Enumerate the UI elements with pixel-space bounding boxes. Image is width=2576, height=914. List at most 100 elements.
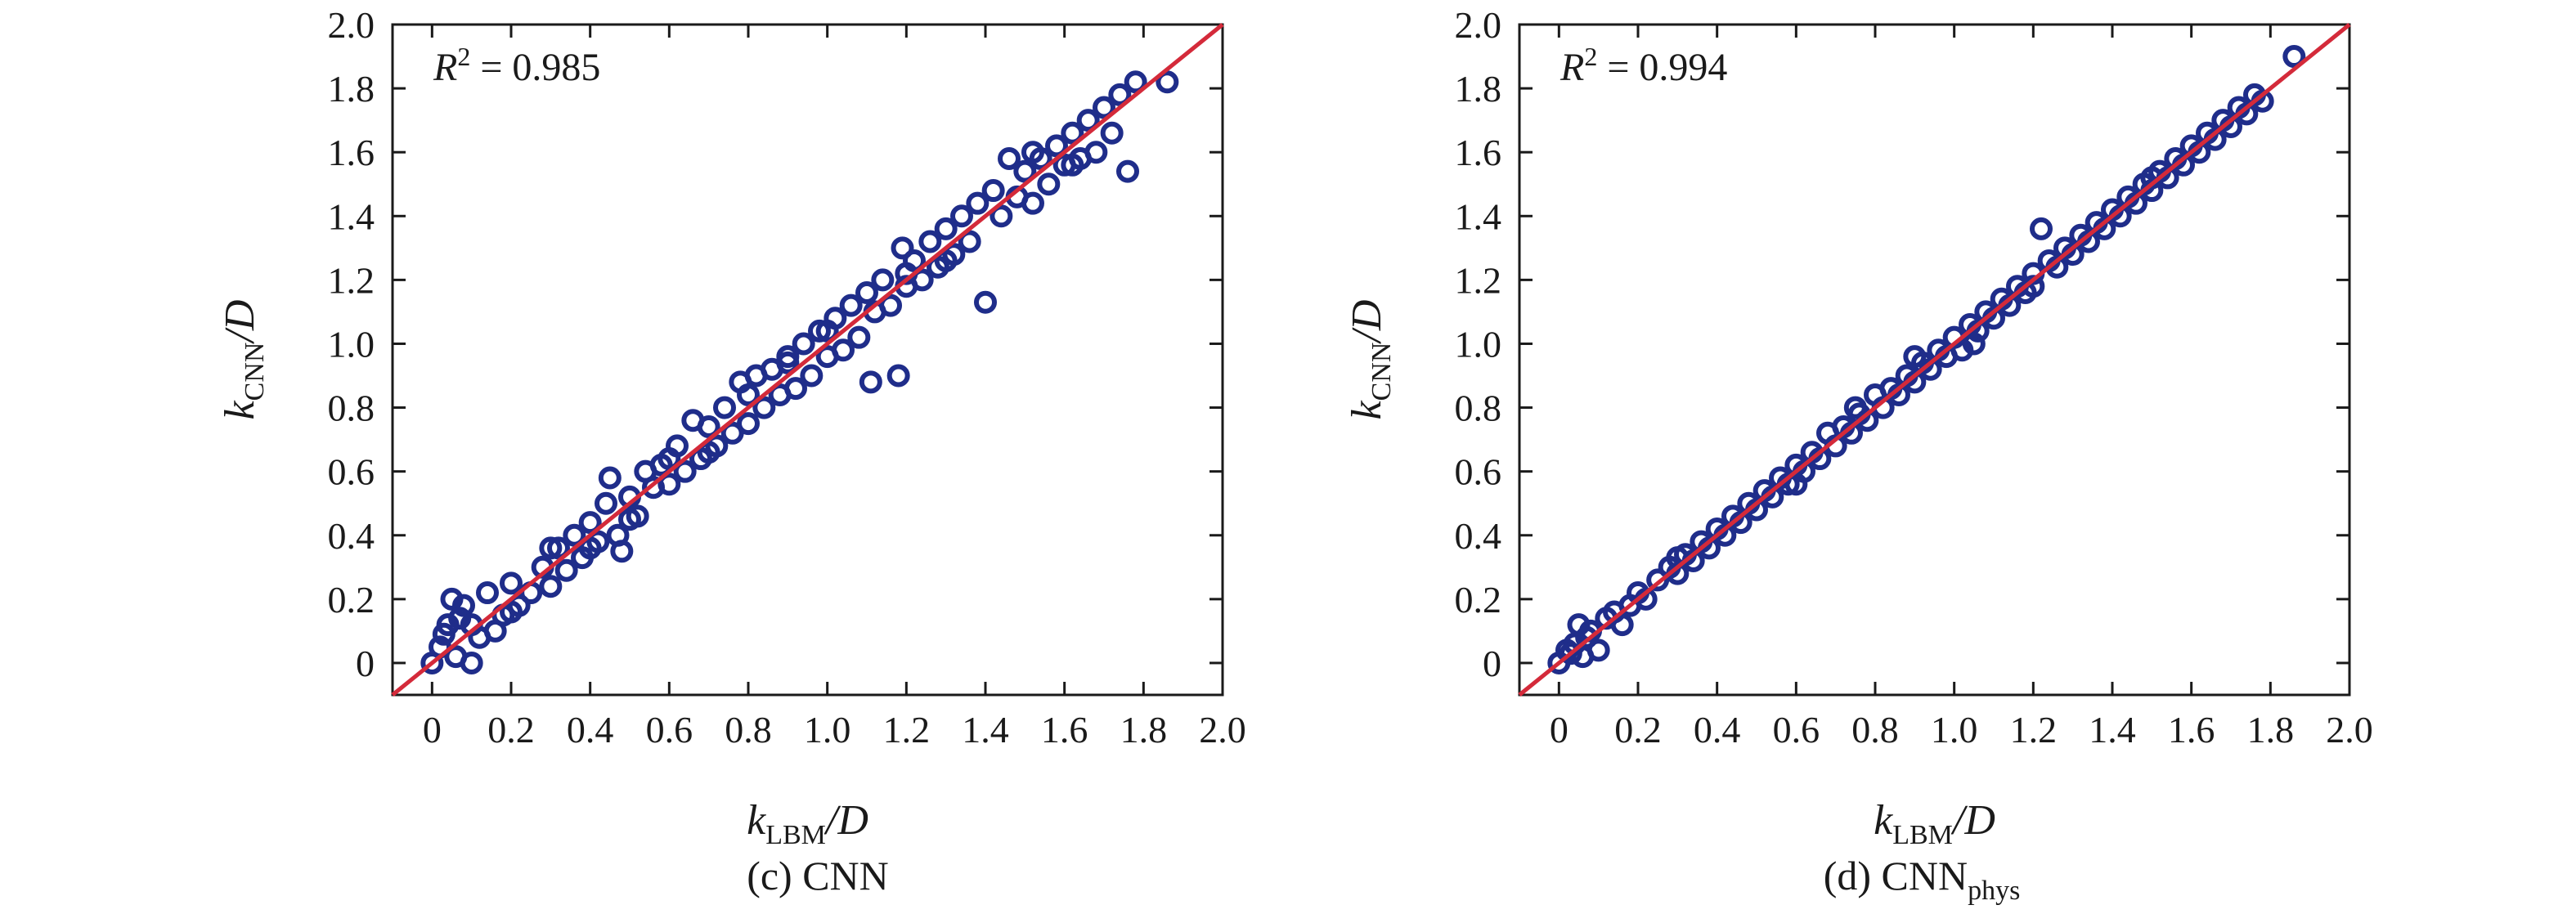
data-point (476, 581, 499, 605)
r-squared-value: = 0.994 (1597, 46, 1727, 89)
y-axis-label: kCNN/D (1344, 300, 1397, 420)
data-point (539, 575, 563, 598)
data-point (1061, 153, 1084, 177)
r-squared-symbol: R (433, 46, 457, 89)
y-tick-label: 2.0 (1455, 4, 1502, 46)
data-point (1108, 83, 1132, 106)
y-axis-label: kCNN/D (217, 300, 270, 420)
data-point (879, 293, 902, 317)
x-tick-label: 2.0 (1199, 709, 1246, 750)
data-point (1076, 109, 1100, 132)
x-tick-label: 0 (423, 709, 442, 750)
x-tick-label: 1.2 (883, 709, 931, 750)
y-tick-label: 1.0 (1455, 323, 1502, 365)
data-point (966, 191, 990, 215)
data-point (958, 230, 981, 253)
y-axis-variable: k (1344, 400, 1390, 419)
r-squared-label: R2 = 0.985 (433, 42, 600, 89)
data-point (1021, 191, 1044, 215)
x-tick-label: 1.8 (1120, 709, 1168, 750)
data-point (1646, 568, 1670, 592)
y-tick-label: 0.8 (328, 388, 375, 429)
data-point (2030, 217, 2053, 240)
data-point (618, 508, 641, 531)
data-point (800, 364, 824, 388)
y-tick-label: 1.2 (1455, 259, 1502, 301)
data-point (934, 249, 958, 272)
y-tick-label: 1.8 (328, 68, 375, 110)
data-point (500, 600, 523, 624)
x-axis-denominator: /D (824, 797, 868, 844)
y-tick-label: 1.8 (1455, 68, 1502, 110)
panel-caption: (c) CNN (747, 853, 889, 898)
x-tick-label: 0.4 (567, 709, 614, 750)
caption-subscript: phys (1968, 876, 2020, 906)
plot-frame (391, 23, 1224, 697)
data-point (1037, 172, 1061, 196)
data-point (808, 319, 831, 343)
data-point (657, 473, 681, 496)
x-axis-subscript: LBM (765, 820, 826, 850)
data-point (1903, 345, 1927, 369)
data-point (1093, 96, 1115, 119)
data-point (737, 383, 760, 406)
data-point (752, 396, 776, 419)
data-point (1021, 141, 1044, 164)
data-point (1116, 159, 1139, 183)
data-point (1061, 121, 1084, 145)
x-tick-label: 1.8 (2247, 709, 2295, 750)
data-point (1124, 70, 1147, 94)
data-point (1084, 141, 1108, 164)
y-axis-subscript: CNN (1367, 343, 1397, 401)
data-point (2282, 45, 2306, 69)
reference-line (391, 23, 1224, 697)
data-point (784, 377, 807, 401)
y-tick-label: 1.6 (1455, 132, 1502, 173)
y-axis-denominator: /D (217, 300, 263, 345)
r-squared-symbol: R (1560, 46, 1584, 89)
panel-d: 0 0.2 0.4 0.6 0.8 1.0 1.2 1.4 1.6 1.8 2.0 0 0.2 0.4 0.… (1344, 4, 2373, 906)
data-point (432, 622, 456, 646)
data-point (886, 364, 910, 388)
caption-text: (d) CNN (1824, 853, 1968, 898)
data-point (859, 370, 882, 394)
x-tick-label: 1.6 (2168, 709, 2215, 750)
data-point (974, 290, 997, 314)
x-axis-denominator: /D (1950, 797, 1995, 844)
y-tick-label: 1.0 (328, 323, 375, 365)
y-tick-label: 0.2 (328, 579, 375, 621)
data-point (610, 540, 634, 563)
y-tick-label: 1.6 (328, 132, 375, 173)
data-point (578, 511, 602, 535)
y-axis-variable: k (217, 400, 263, 419)
x-tick-label: 0.4 (1694, 709, 1741, 750)
x-tick-label: 1.4 (2089, 709, 2136, 750)
x-tick-label: 0.2 (487, 709, 535, 750)
x-tick-label: 1.2 (2010, 709, 2058, 750)
data-point (934, 217, 958, 240)
y-tick-label: 0 (1483, 643, 1501, 684)
data-point (720, 421, 744, 445)
data-point (981, 179, 1005, 203)
data-point (1843, 396, 1867, 419)
plot-frame (1518, 23, 2351, 697)
panel-caption: (d) CNNphys (1824, 853, 2021, 906)
r-squared-value: = 0.985 (470, 46, 600, 89)
data-point (1962, 332, 1986, 356)
y-tick-label: 0.6 (1455, 451, 1502, 493)
data-point (855, 281, 878, 304)
r-squared-label: R2 = 0.994 (1560, 42, 1727, 89)
x-tick-label: 1.4 (962, 709, 1009, 750)
data-point (1559, 642, 1582, 665)
data-point (1575, 625, 1599, 649)
y-tick-label: 0.4 (1455, 515, 1502, 557)
data-point (776, 351, 800, 374)
data-point (673, 459, 697, 483)
x-axis-label: kLBM/D (1874, 797, 1995, 850)
data-point (871, 268, 895, 292)
x-tick-label: 1.0 (804, 709, 851, 750)
data-point (918, 230, 942, 253)
y-tick-label: 0.2 (1455, 579, 1502, 621)
x-tick-label: 1.6 (1041, 709, 1088, 750)
y-axis-subscript: CNN (240, 343, 270, 401)
